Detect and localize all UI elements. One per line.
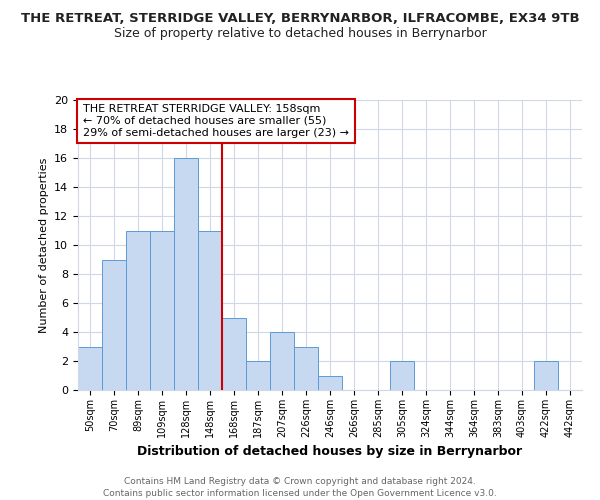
Text: THE RETREAT STERRIDGE VALLEY: 158sqm
← 70% of detached houses are smaller (55)
2: THE RETREAT STERRIDGE VALLEY: 158sqm ← 7… xyxy=(83,104,349,138)
Bar xyxy=(390,361,414,390)
Bar xyxy=(102,260,126,390)
Bar xyxy=(270,332,294,390)
Bar xyxy=(534,361,558,390)
Text: Size of property relative to detached houses in Berrynarbor: Size of property relative to detached ho… xyxy=(113,28,487,40)
Bar xyxy=(198,230,222,390)
X-axis label: Distribution of detached houses by size in Berrynarbor: Distribution of detached houses by size … xyxy=(137,446,523,458)
Y-axis label: Number of detached properties: Number of detached properties xyxy=(38,158,49,332)
Bar xyxy=(318,376,342,390)
Bar xyxy=(126,230,150,390)
Bar xyxy=(246,361,270,390)
Text: THE RETREAT, STERRIDGE VALLEY, BERRYNARBOR, ILFRACOMBE, EX34 9TB: THE RETREAT, STERRIDGE VALLEY, BERRYNARB… xyxy=(20,12,580,26)
Text: Contains HM Land Registry data © Crown copyright and database right 2024.
Contai: Contains HM Land Registry data © Crown c… xyxy=(103,476,497,498)
Bar xyxy=(294,346,318,390)
Bar xyxy=(78,346,102,390)
Bar xyxy=(222,318,246,390)
Bar xyxy=(150,230,174,390)
Bar xyxy=(174,158,198,390)
